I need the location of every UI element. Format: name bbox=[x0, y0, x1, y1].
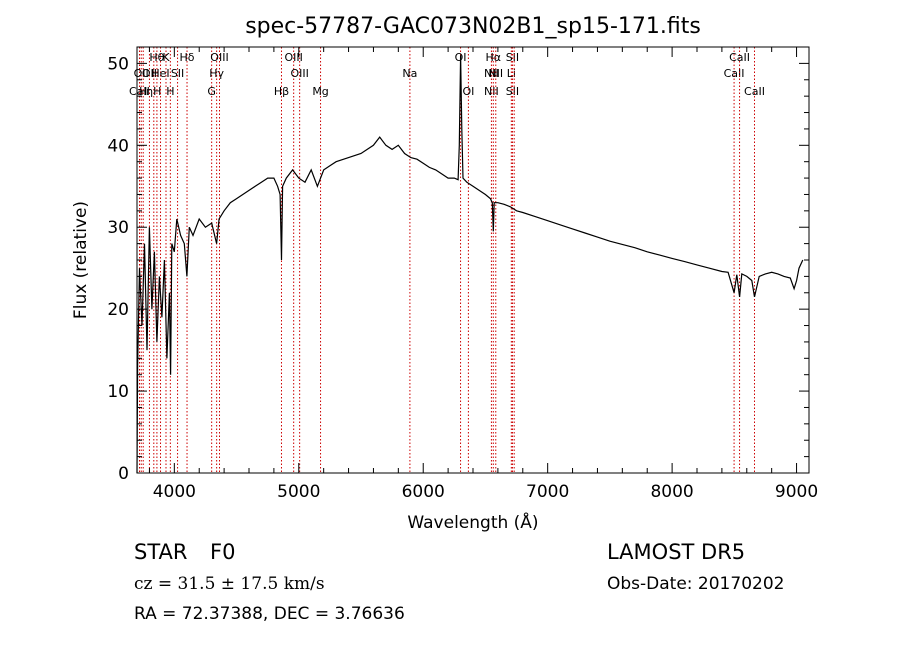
line-label-24-1: Li bbox=[507, 67, 516, 80]
x-tick-label-1: 5000 bbox=[277, 482, 320, 502]
y-axis-label: Flux (relative) bbox=[71, 201, 91, 319]
x-tick-label-0: 4000 bbox=[153, 482, 196, 502]
line-label-16-1: OIII bbox=[290, 67, 308, 80]
line-label-25-2: SII bbox=[506, 85, 519, 98]
ra-dec-coordinates: RA = 72.37388, DEC = 3.76636 bbox=[134, 604, 405, 624]
y-tick-label-1: 10 bbox=[107, 382, 129, 402]
chart-title: spec-57787-GAC073N02B1_sp15-171.fits bbox=[245, 14, 701, 39]
x-tick-label-5: 9000 bbox=[775, 482, 818, 502]
y-tick-label-2: 20 bbox=[107, 300, 129, 320]
line-label-21-2: NII bbox=[484, 85, 499, 98]
line-label-28-0: CaII bbox=[729, 51, 750, 64]
line-label-21-1: NII bbox=[484, 67, 499, 80]
line-label-10-0: Hδ bbox=[180, 51, 195, 64]
line-label-7-0: K bbox=[162, 51, 170, 64]
line-label-2-2: H bbox=[139, 85, 147, 98]
y-tick-label-4: 40 bbox=[107, 136, 129, 156]
x-tick-label-4: 8000 bbox=[650, 482, 693, 502]
line-label-20-2: OI bbox=[462, 85, 474, 98]
y-tick-label-0: 0 bbox=[118, 464, 129, 484]
line-label-13-0: OIII bbox=[210, 51, 228, 64]
line-label-25-0: SII bbox=[506, 51, 519, 64]
observation-date: Obs-Date: 20170202 bbox=[607, 574, 785, 594]
line-label-14-2: Hβ bbox=[274, 85, 289, 98]
redshift-cz: cz = 31.5 ± 17.5 km/s bbox=[134, 574, 325, 594]
y-tick-label-5: 50 bbox=[107, 54, 129, 74]
survey-name: LAMOST DR5 bbox=[607, 540, 746, 564]
line-label-0-2: CaII bbox=[129, 85, 150, 98]
line-label-3-1: OII bbox=[142, 67, 157, 80]
y-tick-label-3: 30 bbox=[107, 218, 129, 238]
object-class: STAR bbox=[134, 540, 188, 564]
line-label-17-2: Mg bbox=[312, 85, 328, 98]
line-label-4-2: ηH bbox=[146, 85, 161, 98]
line-label-18-1: Na bbox=[402, 67, 417, 80]
x-tick-label-3: 7000 bbox=[526, 482, 569, 502]
spectrum-line-0 bbox=[136, 55, 804, 474]
line-label-8-2: H bbox=[166, 85, 174, 98]
line-label-23-1: NII bbox=[488, 67, 503, 80]
plot-frame bbox=[136, 46, 810, 474]
line-label-15-0: OIII bbox=[284, 51, 302, 64]
line-label-27-1: CaII bbox=[724, 67, 745, 80]
spectral-line-markers: CaIIOIIHOIIηHHθHeIKHSIIHδGHγOIIIHβOIIIOI… bbox=[129, 47, 765, 473]
x-axis-label: Wavelength (Å) bbox=[407, 511, 538, 533]
line-label-22-0: Hα bbox=[486, 51, 502, 64]
line-label-29-2: CaII bbox=[744, 85, 765, 98]
line-label-12-1: Hγ bbox=[209, 67, 224, 80]
spectrum-series bbox=[136, 55, 804, 474]
object-subclass: F0 bbox=[210, 540, 236, 564]
line-label-11-2: G bbox=[207, 85, 216, 98]
x-tick-label-2: 6000 bbox=[402, 482, 445, 502]
axis-ticks: 4000 5000 6000 7000 8000 9000 0 10 20 30 40 50 bbox=[107, 47, 818, 502]
line-label-9-1: SII bbox=[171, 67, 184, 80]
line-label-6-1: HeI bbox=[151, 67, 169, 80]
